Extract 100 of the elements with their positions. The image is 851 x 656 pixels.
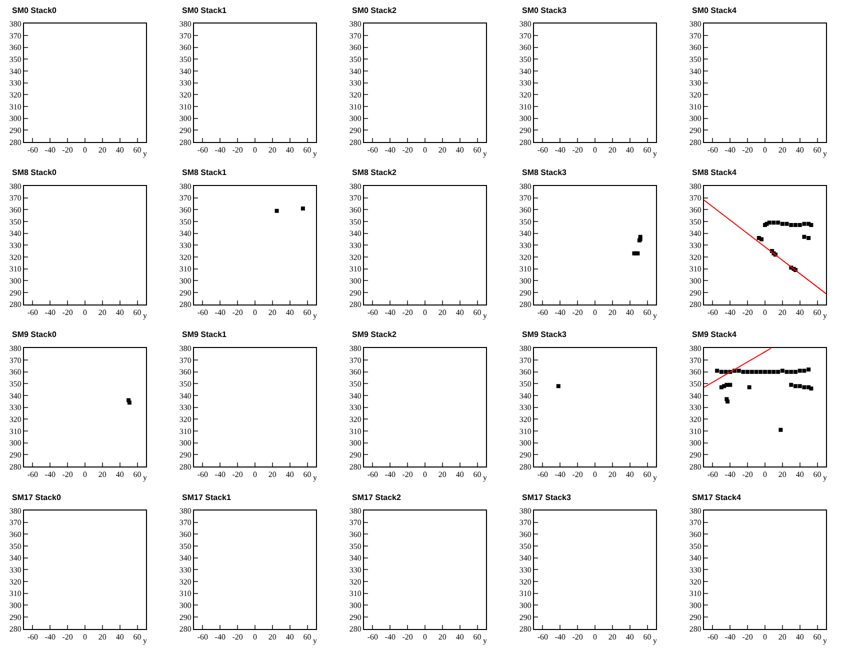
y-tick-label: 300 [9, 114, 22, 124]
x-tick-label: -40 [724, 308, 736, 317]
y-tick-label: 340 [519, 554, 532, 563]
y-tick-label: 290 [349, 450, 362, 460]
y-tick-label: 310 [689, 102, 702, 112]
y-tick-label: 340 [689, 229, 702, 238]
y-tick-label: 360 [9, 205, 22, 214]
chart-title: SM9 Stack3 [522, 330, 568, 339]
x-tick-label: -20 [742, 146, 753, 155]
x-tick-label: 20 [608, 470, 616, 480]
y-tick-label: 300 [179, 600, 192, 610]
y-tick-label: 320 [689, 252, 702, 262]
chart-title: SM0 Stack3 [522, 6, 568, 15]
x-tick-label: 60 [133, 146, 142, 155]
y-tick-label: 300 [179, 438, 192, 448]
x-tick-label: 20 [438, 632, 446, 642]
y-tick-label: 360 [9, 530, 22, 539]
chart-title: SM9 Stack1 [182, 330, 228, 339]
x-tick-label: 0 [253, 308, 257, 317]
y-tick-label: 290 [179, 126, 192, 136]
x-tick-label: -60 [197, 308, 208, 317]
y-tick-label: 340 [689, 554, 702, 563]
y-tick-label: 350 [9, 217, 22, 226]
x-tick-label: 20 [608, 308, 616, 317]
y-tick-label: 370 [689, 194, 702, 203]
x-tick-label: -40 [554, 632, 566, 642]
y-tick-label: 370 [689, 31, 702, 40]
point [794, 223, 798, 228]
x-tick-label: -60 [27, 470, 38, 480]
x-tick-label: 0 [423, 308, 427, 317]
y-tick-label: 310 [9, 426, 22, 436]
y-tick-label: 310 [519, 589, 532, 598]
x-tick-label: 60 [133, 632, 142, 642]
y-tick-label: 330 [519, 78, 532, 88]
x-tick-label: -40 [44, 146, 56, 155]
x-tick-label: 20 [438, 470, 446, 480]
y-tick-label: 330 [689, 403, 702, 412]
y-tick-label: 320 [349, 252, 362, 262]
x-tick-label: -60 [537, 308, 548, 317]
y-tick-label: 280 [349, 462, 362, 472]
y-tick-label: 320 [179, 577, 192, 586]
y-tick-label: 310 [349, 426, 362, 436]
y-tick-label: 300 [349, 600, 362, 610]
chart-title: SM0 Stack0 [12, 6, 58, 15]
y-tick-label: 330 [179, 403, 192, 412]
point [741, 370, 746, 374]
x-axis-title: y [143, 311, 147, 320]
y-tick-label: 280 [519, 462, 532, 472]
y-tick-label: 340 [349, 229, 362, 238]
y-tick-label: 300 [689, 600, 702, 610]
y-tick-label: 330 [179, 565, 192, 574]
x-tick-label: 60 [813, 632, 822, 642]
x-tick-label: 40 [286, 632, 294, 642]
x-tick-label: -20 [402, 470, 413, 480]
y-tick-label: 370 [9, 31, 22, 40]
y-tick-label: 370 [519, 194, 532, 203]
y-tick-label: 280 [689, 138, 702, 147]
x-tick-label: 20 [268, 632, 276, 642]
x-tick-label: 0 [593, 632, 597, 642]
x-axis-title: y [143, 636, 147, 645]
y-tick-label: 320 [179, 252, 192, 262]
y-tick-label: 290 [9, 450, 22, 460]
y-tick-label: 310 [179, 589, 192, 598]
x-tick-label: 20 [778, 308, 786, 317]
x-tick-label: 0 [423, 470, 427, 480]
y-tick-label: 310 [349, 102, 362, 112]
y-tick-label: 370 [9, 518, 22, 528]
y-tick-label: 300 [519, 600, 532, 610]
x-tick-label: -60 [367, 146, 378, 155]
x-tick-label: -40 [384, 146, 396, 155]
x-tick-label: -40 [44, 308, 56, 317]
point [802, 222, 806, 226]
x-tick-label: 0 [763, 146, 767, 155]
x-tick-label: -40 [554, 470, 566, 480]
y-tick-label: 330 [179, 240, 192, 250]
y-tick-label: 370 [519, 518, 532, 528]
y-tick-label: 360 [519, 368, 532, 377]
chart-title: SM9 Stack4 [692, 330, 738, 339]
x-tick-label: 0 [593, 470, 597, 480]
y-tick-label: 300 [349, 438, 362, 448]
point [715, 368, 720, 373]
y-tick-label: 320 [689, 415, 702, 424]
x-tick-label: -60 [707, 470, 718, 480]
y-tick-label: 380 [519, 506, 532, 516]
y-tick-label: 370 [689, 518, 702, 528]
y-tick-label: 310 [179, 264, 192, 274]
y-tick-label: 360 [689, 205, 702, 214]
y-tick-label: 300 [349, 276, 362, 286]
y-tick-label: 300 [179, 276, 192, 286]
y-tick-label: 370 [689, 356, 702, 365]
y-tick-label: 360 [519, 530, 532, 539]
point [802, 234, 806, 239]
y-tick-label: 340 [519, 391, 532, 400]
x-tick-label: 0 [763, 632, 767, 642]
y-tick-label: 370 [349, 194, 362, 203]
x-axis-title: y [653, 473, 657, 482]
point [778, 428, 783, 432]
x-tick-label: -60 [707, 632, 718, 642]
y-tick-label: 360 [689, 368, 702, 377]
x-tick-label: 60 [813, 470, 822, 480]
